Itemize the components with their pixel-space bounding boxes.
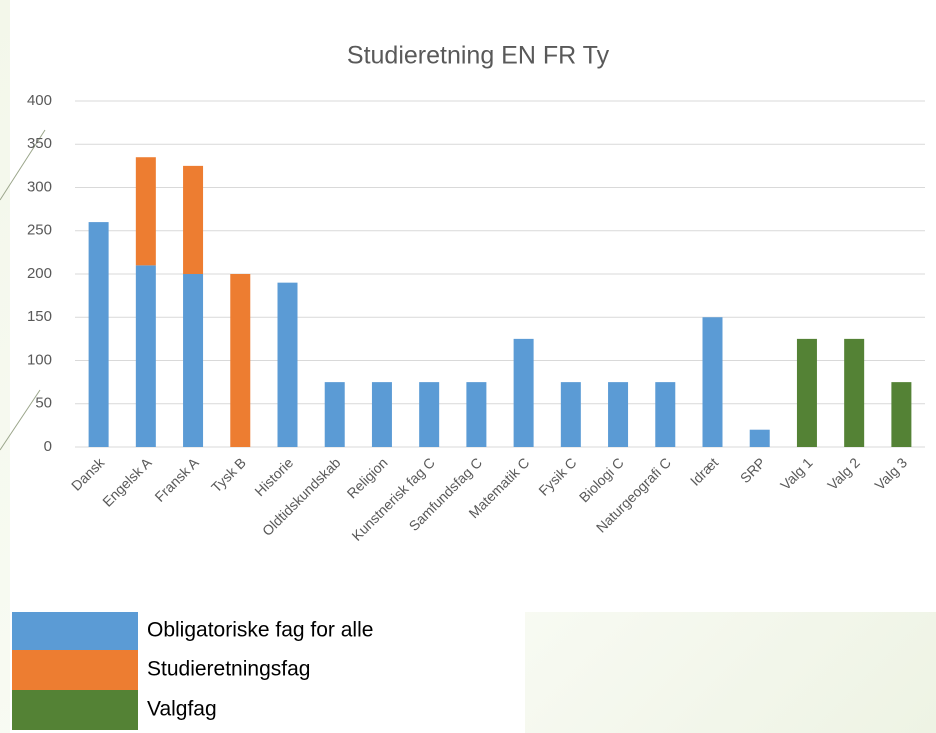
bar-segment [891,382,912,447]
bar-segment [749,429,770,447]
y-tick-label: 150 [27,308,52,325]
bar-segment [466,382,487,447]
bar-segment [135,157,156,266]
chart-area [10,0,936,612]
bar-segment [277,282,298,447]
bar-segment [419,382,440,447]
y-tick-label: 200 [27,265,52,282]
legend-swatch [12,650,138,690]
y-tick-label: 300 [27,178,52,195]
decoration [0,129,46,201]
bar-segment [230,274,251,447]
y-tick-label: 50 [35,395,52,412]
bar-segment [183,274,204,447]
y-tick-label: 100 [27,351,52,368]
y-tick-label: 0 [44,438,52,455]
y-tick-label: 250 [27,222,52,239]
bar-segment [324,382,345,447]
bar-segment [655,382,676,447]
legend-swatch [12,690,138,730]
bar-segment [135,265,156,447]
chart-title: Studieretning EN FR Ty [347,42,610,70]
bar-segment [796,338,817,447]
decoration [0,389,41,451]
bar-segment [608,382,629,447]
legend-swatch [12,612,138,650]
bar-segment [371,382,392,447]
legend-label: Obligatoriske fag for alle [147,619,373,642]
bar-segment [513,338,534,447]
bar-segment [702,317,723,447]
bar-segment [88,222,109,447]
bar-segment [844,338,865,447]
legend-label: Valgfag [147,698,217,721]
y-tick-label: 400 [27,92,52,109]
legend-label: Studieretningsfag [147,658,310,681]
bar-segment [560,382,581,447]
bar-segment [183,165,204,274]
y-tick-label: 350 [27,135,52,152]
